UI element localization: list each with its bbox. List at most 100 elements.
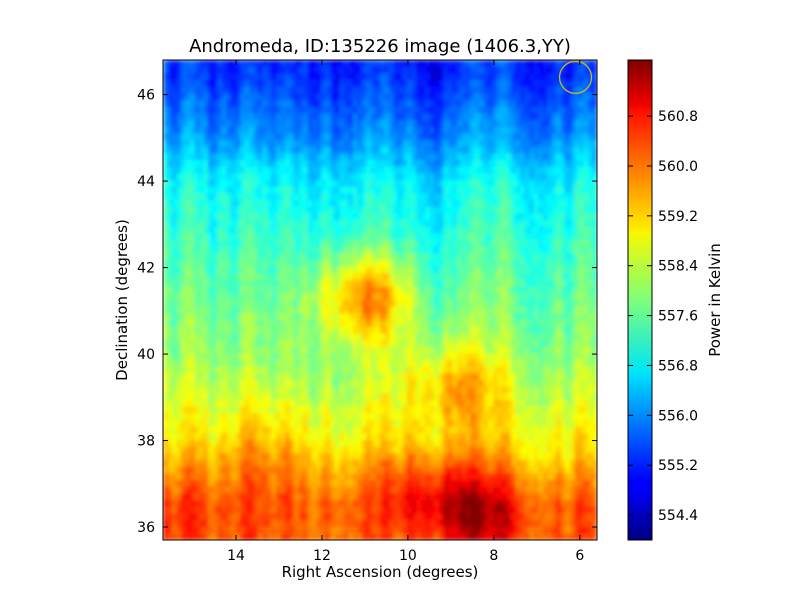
heatmap-cell [352, 186, 358, 194]
heatmap-cell [389, 313, 395, 321]
heatmap-cell [452, 60, 458, 68]
heatmap-cell [483, 120, 490, 128]
heatmap-cell [366, 153, 372, 161]
heatmap-cell [348, 366, 354, 374]
heatmap-cell [538, 346, 544, 354]
heatmap-cell [212, 100, 218, 108]
heatmap-cell [163, 233, 169, 241]
heatmap-cell [592, 80, 597, 88]
heatmap-cell [556, 313, 562, 321]
heatmap-cell [447, 226, 453, 234]
heatmap-cell [434, 86, 440, 94]
heatmap-cell [465, 120, 472, 128]
heatmap-cell [257, 86, 264, 94]
heatmap-cell [357, 100, 363, 108]
heatmap-cell [398, 226, 404, 234]
heatmap-cell [303, 326, 309, 334]
heatmap-cell [560, 66, 566, 74]
heatmap-cell [312, 246, 318, 254]
heatmap-cell [538, 306, 544, 314]
heatmap-cell [533, 253, 539, 261]
heatmap-cell [551, 240, 557, 248]
heatmap-cell [343, 333, 349, 341]
heatmap-cell [352, 86, 358, 94]
heatmap-cell [303, 266, 309, 274]
heatmap-cell [583, 186, 589, 194]
heatmap-cell [316, 253, 322, 261]
heatmap-cell [312, 126, 318, 134]
heatmap-cell [253, 80, 259, 88]
heatmap-cell [190, 113, 196, 121]
heatmap-cell [583, 193, 589, 201]
heatmap-cell [176, 186, 182, 194]
heatmap-cell [389, 146, 395, 154]
heatmap-cell [398, 280, 404, 288]
heatmap-cell [429, 346, 435, 354]
heatmap-cell [276, 366, 282, 374]
heatmap-cell [226, 146, 232, 154]
heatmap-cell [547, 100, 553, 108]
heatmap-cell [203, 160, 209, 168]
heatmap-cell [370, 140, 377, 148]
heatmap-cell [434, 226, 440, 234]
heatmap-cell [547, 73, 553, 81]
heatmap-cell [339, 313, 345, 321]
heatmap-cell [244, 360, 250, 368]
heatmap-cell [474, 246, 481, 254]
heatmap-cell [470, 226, 476, 234]
heatmap-cell [181, 366, 187, 374]
heatmap-cell [587, 180, 594, 188]
heatmap-cell [375, 273, 381, 281]
heatmap-cell [361, 206, 368, 214]
heatmap-cell [452, 180, 458, 188]
heatmap-cell [502, 86, 508, 94]
heatmap-cell [244, 86, 250, 94]
heatmap-cell [420, 133, 426, 141]
heatmap-cell [560, 260, 566, 268]
heatmap-cell [389, 246, 395, 254]
heatmap-cell [420, 233, 426, 241]
heatmap-cell [208, 266, 214, 274]
heatmap-cell [398, 80, 404, 88]
heatmap-cell [497, 373, 503, 381]
heatmap-cell [551, 233, 557, 241]
heatmap-cell [538, 373, 544, 381]
heatmap-cell [361, 140, 368, 148]
heatmap-cell [280, 366, 286, 374]
heatmap-cell [361, 346, 368, 354]
heatmap-cell [348, 313, 354, 321]
heatmap-cell [551, 340, 557, 348]
heatmap-cell [425, 133, 431, 141]
heatmap-cell [529, 380, 535, 388]
heatmap-cell [321, 333, 327, 341]
heatmap-cell [551, 306, 557, 314]
heatmap-cell [465, 200, 472, 208]
heatmap-cell [257, 93, 264, 101]
heatmap-cell [357, 320, 363, 328]
heatmap-cell [587, 160, 594, 168]
heatmap-cell [163, 206, 169, 214]
heatmap-cell [343, 180, 349, 188]
heatmap-cell [262, 80, 268, 88]
heatmap-cell [587, 313, 594, 321]
heatmap-cell [280, 100, 286, 108]
heatmap-cell [375, 380, 381, 388]
heatmap-cell [230, 373, 236, 381]
heatmap-cell [230, 180, 236, 188]
heatmap-cell [520, 233, 526, 241]
heatmap-cell [533, 133, 539, 141]
heatmap-cell [515, 373, 521, 381]
heatmap-cell [556, 173, 562, 181]
heatmap-cell [312, 213, 318, 221]
heatmap-cell [375, 373, 381, 381]
heatmap-cell [248, 293, 255, 301]
heatmap-cell [221, 220, 227, 228]
heatmap-cell [307, 193, 313, 201]
heatmap-cell [307, 380, 313, 388]
heatmap-cell [185, 366, 191, 374]
heatmap-cell [393, 386, 399, 394]
heatmap-cell [542, 160, 548, 168]
heatmap-cell [230, 146, 236, 154]
heatmap-cell [352, 300, 358, 308]
heatmap-cell [325, 273, 331, 281]
